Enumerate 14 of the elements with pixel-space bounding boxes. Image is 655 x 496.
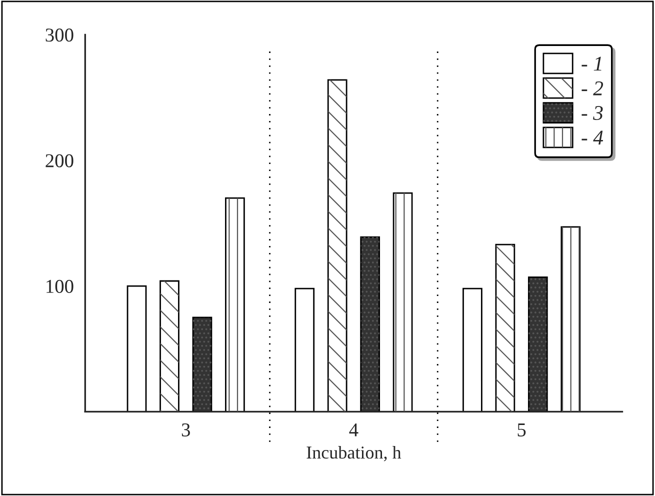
y-tick-label: 200 <box>46 154 74 168</box>
y-tick-label: 100 <box>46 280 74 293</box>
legend-label: - 2 <box>582 81 604 96</box>
x-tick-label: 5 <box>518 424 526 436</box>
x-tick-label: 3 <box>182 423 190 436</box>
x-tick-label: 4 <box>349 423 358 436</box>
bar <box>294 288 315 412</box>
legend-label: - 4 <box>582 130 604 144</box>
legend-label: - 1 <box>582 56 602 71</box>
y-tick-label: 300 <box>46 28 74 42</box>
x-axis-title: Incubation, h <box>306 446 402 462</box>
bar <box>126 285 147 412</box>
legend-label: - 3 <box>582 106 603 120</box>
bar <box>462 288 482 412</box>
